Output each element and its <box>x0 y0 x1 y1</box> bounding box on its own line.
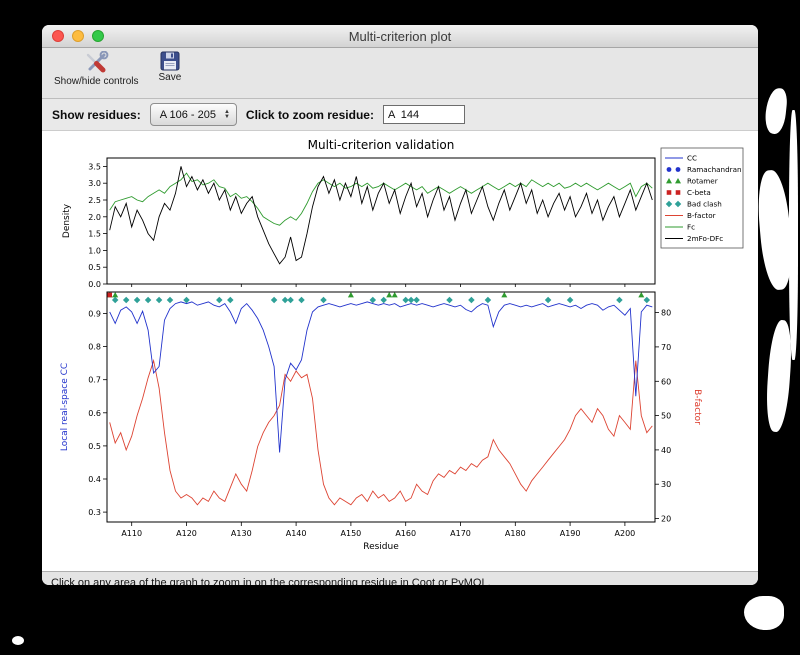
svg-text:0.7: 0.7 <box>88 376 101 385</box>
save-label: Save <box>158 72 182 83</box>
svg-text:B-factor: B-factor <box>692 389 702 425</box>
svg-text:A170: A170 <box>450 529 471 538</box>
svg-text:0.5: 0.5 <box>88 442 101 451</box>
svg-text:2.0: 2.0 <box>88 213 101 222</box>
zoom-window-button[interactable] <box>92 30 104 42</box>
svg-text:1.5: 1.5 <box>88 230 101 239</box>
multi-criterion-chart[interactable]: Multi-criterion validation 0.0 0.5 1.0 1.5 2.… <box>55 134 745 571</box>
zoom-residue-input[interactable] <box>382 105 465 124</box>
svg-text:Density: Density <box>62 203 72 238</box>
svg-text:Fc: Fc <box>687 223 695 232</box>
svg-text:0.4: 0.4 <box>88 475 101 484</box>
toolbar: Show/hide controls Save <box>42 48 758 99</box>
svg-text:0.0: 0.0 <box>88 280 101 289</box>
svg-text:40: 40 <box>661 446 671 455</box>
status-text: Click on any area of the graph to zoom i… <box>51 576 491 586</box>
residue-range-select[interactable]: A 106 - 205 ▲ ▼ <box>149 103 237 126</box>
titlebar: Multi-criterion plot <box>42 25 758 48</box>
plot-panel[interactable]: Multi-criterion validation 0.0 0.5 1.0 1.5 2.… <box>42 131 758 571</box>
scan-artifact <box>763 87 789 135</box>
window-title: Multi-criterion plot <box>348 28 452 44</box>
svg-text:CC: CC <box>687 154 697 163</box>
svg-text:2.5: 2.5 <box>88 196 101 205</box>
svg-text:2mFo-DFc: 2mFo-DFc <box>687 234 723 243</box>
svg-text:Residue: Residue <box>363 542 399 552</box>
svg-text:0.9: 0.9 <box>88 310 101 319</box>
stepper-arrows-icon: ▲ ▼ <box>223 108 230 120</box>
status-bar: Click on any area of the graph to zoom i… <box>42 571 758 585</box>
svg-text:60: 60 <box>661 377 671 386</box>
zoom-residue-label: Click to zoom residue: <box>245 107 374 122</box>
svg-text:80: 80 <box>661 309 671 318</box>
svg-text:A110: A110 <box>121 529 142 538</box>
svg-text:20: 20 <box>661 515 671 524</box>
svg-text:Local real-space CC: Local real-space CC <box>60 363 70 451</box>
svg-text:1.0: 1.0 <box>88 246 101 255</box>
svg-text:0.5: 0.5 <box>88 263 101 272</box>
svg-text:0.3: 0.3 <box>88 508 101 517</box>
svg-text:3.5: 3.5 <box>88 162 101 171</box>
svg-text:50: 50 <box>661 412 671 421</box>
svg-text:A190: A190 <box>560 529 581 538</box>
svg-text:A160: A160 <box>395 529 416 538</box>
svg-text:A120: A120 <box>176 529 197 538</box>
close-button[interactable] <box>52 30 64 42</box>
svg-text:0.6: 0.6 <box>88 409 101 418</box>
svg-text:A200: A200 <box>615 529 636 538</box>
svg-text:70: 70 <box>661 343 671 352</box>
svg-text:A140: A140 <box>286 529 307 538</box>
scan-artifact <box>744 596 784 630</box>
scan-artifact <box>789 110 798 360</box>
svg-text:Multi-criterion validation: Multi-criterion validation <box>308 138 455 152</box>
svg-text:Ramachandran: Ramachandran <box>687 165 742 174</box>
svg-text:3.0: 3.0 <box>88 179 101 188</box>
show-hide-controls-label: Show/hide controls <box>54 76 139 87</box>
show-residues-label: Show residues: <box>52 107 141 122</box>
svg-text:0.8: 0.8 <box>88 343 101 352</box>
svg-text:A180: A180 <box>505 529 526 538</box>
app-window: Multi-criterion plot Show/hide controls … <box>42 25 758 585</box>
save-icon <box>160 51 180 71</box>
controls-bar: Show residues: A 106 - 205 ▲ ▼ Click to z… <box>42 99 758 131</box>
scan-artifact <box>12 636 24 645</box>
svg-text:C-beta: C-beta <box>687 188 711 197</box>
svg-text:A150: A150 <box>341 529 362 538</box>
tools-icon <box>87 51 109 73</box>
svg-text:Bad clash: Bad clash <box>687 200 722 209</box>
traffic-lights <box>52 30 104 42</box>
svg-text:A130: A130 <box>231 529 252 538</box>
show-hide-controls-button[interactable]: Show/hide controls <box>54 51 139 87</box>
minimize-button[interactable] <box>72 30 84 42</box>
svg-text:Rotamer: Rotamer <box>687 177 718 186</box>
save-button[interactable]: Save <box>158 51 182 83</box>
svg-text:30: 30 <box>661 480 671 489</box>
svg-text:B-factor: B-factor <box>687 211 716 220</box>
residue-range-value: A 106 - 205 <box>159 108 216 121</box>
